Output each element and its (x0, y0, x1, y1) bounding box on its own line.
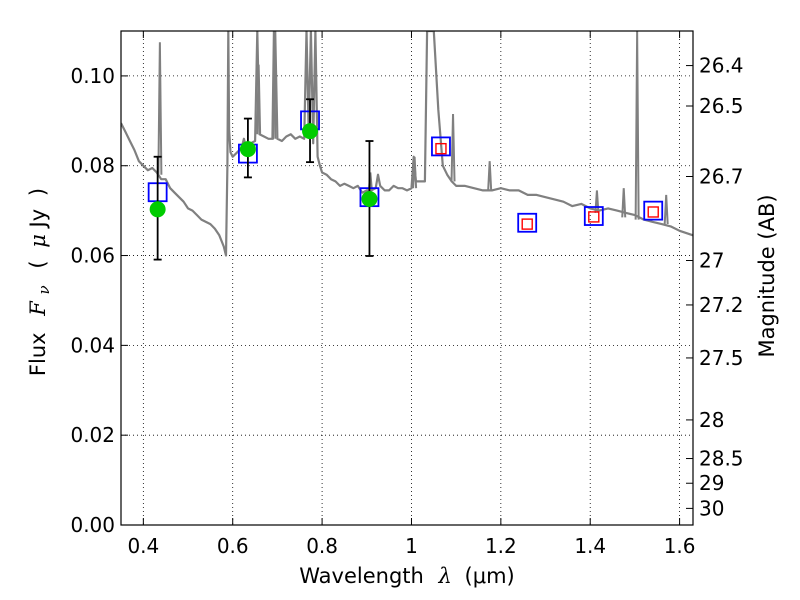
model-photometry-square (583, 206, 604, 226)
x-axis-title-symbol: λ (438, 564, 452, 588)
emission-line-spike (634, 31, 640, 220)
y2-axis-title: Magnitude (AB) (755, 194, 779, 357)
model-spectrum-line (121, 31, 693, 257)
y-axis-title-unit-close: ) (26, 188, 50, 196)
y2-tick-label: 27.5 (699, 346, 744, 370)
y-tick-label: 0.08 (70, 154, 115, 178)
x-axis-title-unit: (μm) (465, 564, 515, 588)
emission-line-spike (487, 161, 493, 191)
y2-tick-label: 28 (699, 408, 724, 432)
observed-photometry-point (302, 123, 319, 140)
x-tick-label: 1.4 (574, 534, 606, 558)
y2-tick-label: 26.5 (699, 94, 744, 118)
emission-line-spike (621, 188, 627, 218)
y-axis-title-unit-mu: μ (26, 234, 50, 248)
y2-tick-label: 27.2 (699, 293, 744, 317)
y-tick-label: 0.02 (70, 423, 115, 447)
x-tick-label: 0.4 (127, 534, 159, 558)
y-tick-label: 0.10 (70, 64, 115, 88)
grid-lines (121, 31, 693, 526)
x-tick-label: 0.6 (217, 534, 249, 558)
emission-line-spike (271, 31, 277, 139)
y-axis-title-symbol: F (26, 300, 50, 317)
y-axis-title: Flux F ν ( μ Jy ) (26, 188, 54, 376)
plot-frame (120, 30, 694, 526)
y2-tick-label: 30 (699, 496, 724, 520)
emission-line-spike (157, 42, 163, 175)
y2-tick-label: 28.5 (699, 447, 744, 471)
emission-line-spike (663, 194, 669, 225)
model-photometry-square (517, 212, 538, 233)
y2-tick-label: 27 (699, 248, 724, 272)
y-axis-title-text: Flux (26, 332, 50, 376)
plot-area (121, 31, 693, 261)
x-axis-title-text: Wavelength (299, 564, 424, 588)
y2-tick-label: 26.7 (699, 165, 744, 189)
upper-limit-square (647, 206, 659, 218)
observed-photometry-point (149, 201, 166, 218)
y-tick-label: 0.00 (70, 513, 115, 537)
emission-line-spike (450, 114, 456, 182)
x-tick-label: 1.6 (664, 534, 696, 558)
model-photometry-square (643, 200, 664, 221)
upper-limit-square (588, 211, 600, 223)
y2-tick-label: 26.4 (699, 54, 744, 78)
observed-photometry-point (361, 190, 378, 207)
y-axis-title-unit-open: ( (26, 260, 50, 268)
model-photometry-square (431, 136, 451, 157)
emission-line-spike (412, 156, 418, 189)
upper-limit-square (521, 218, 533, 230)
upper-limit-square (435, 142, 447, 155)
observed-photometry-point (239, 141, 256, 158)
y-tick-label: 0.06 (70, 244, 115, 268)
x-tick-label: 0.8 (306, 534, 338, 558)
y-axis-title-unit: Jy (26, 209, 50, 230)
y-axis-title-symbol-sub: ν (35, 285, 53, 294)
x-axis-title: Wavelength λ (μm) (299, 564, 514, 588)
emission-line-spike (594, 190, 600, 213)
emission-line-spike (256, 64, 262, 135)
x-tick-label: 1 (405, 534, 418, 558)
x-tick-label: 1.2 (485, 534, 517, 558)
y2-tick-label: 29 (699, 471, 724, 495)
axis-ticks: 0.4 0.6 0.8 1 1.2 1.4 1.6 0.00 0.02 0.04 0.06 0.08 0… (70, 31, 744, 558)
y-tick-label: 0.04 (70, 333, 115, 357)
